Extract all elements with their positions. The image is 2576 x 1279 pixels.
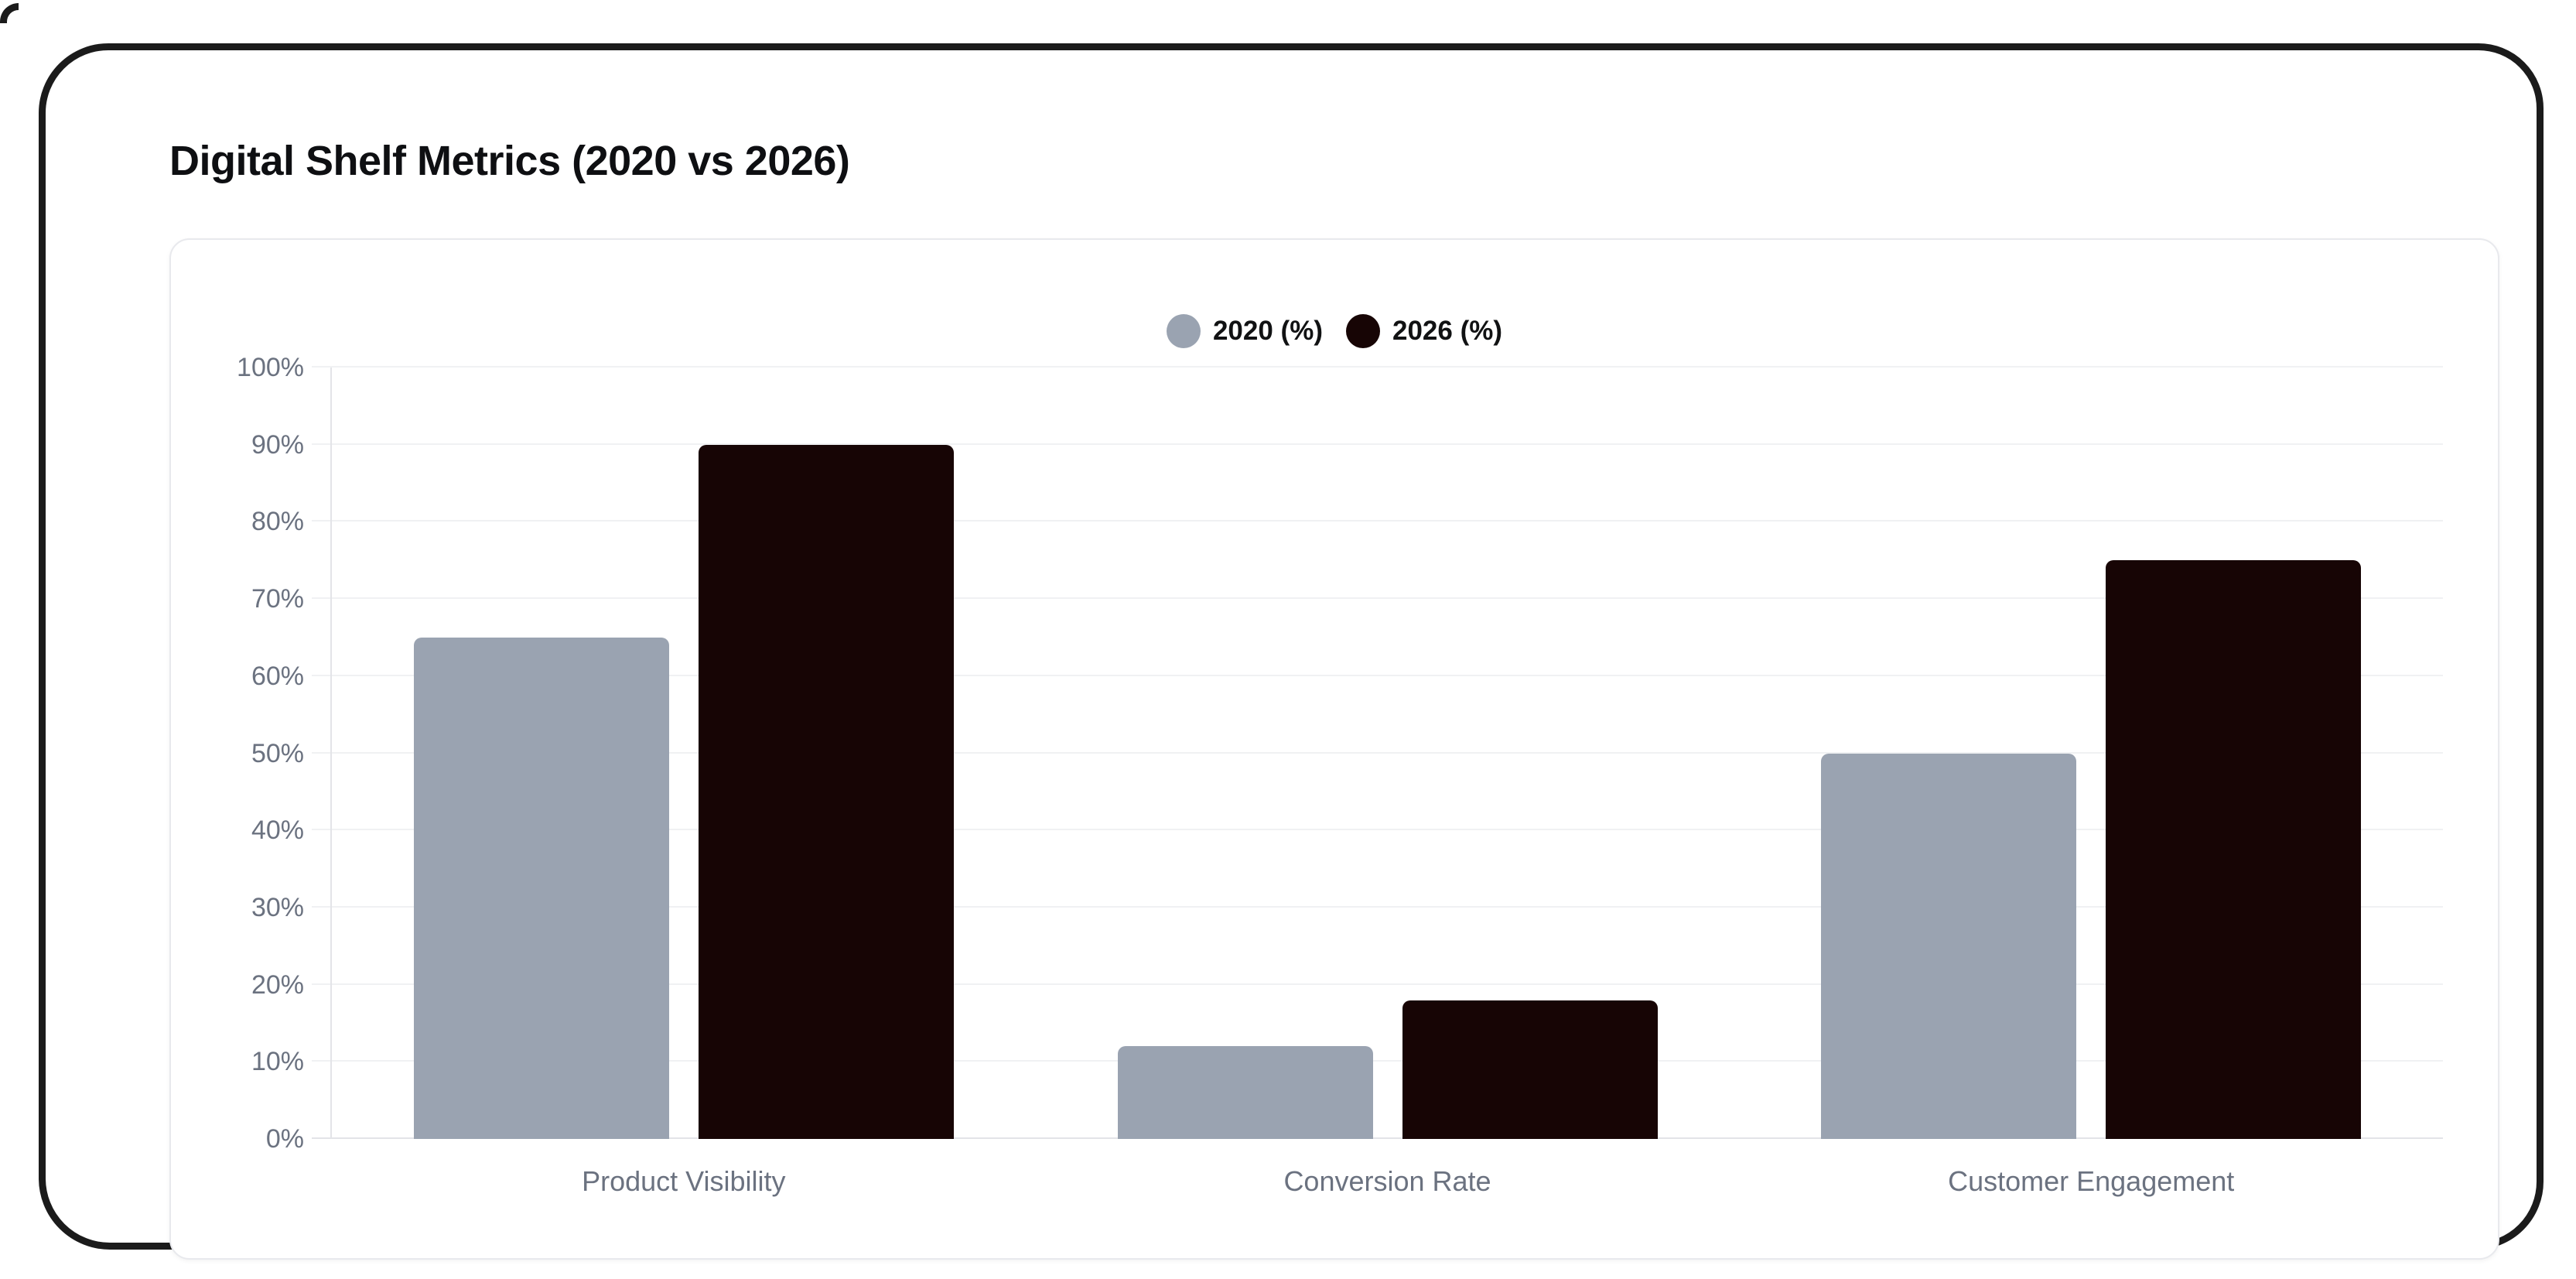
y-tick-label: 0% (265, 1124, 304, 1154)
gridline (312, 674, 2443, 676)
bar (1821, 753, 2077, 1139)
bar-group: Conversion Rate (1036, 368, 1740, 1197)
gridline (312, 520, 2443, 522)
category-label: Customer Engagement (1948, 1165, 2235, 1197)
y-tick-label: 10% (251, 1047, 304, 1077)
y-tick-label: 100% (237, 353, 304, 382)
legend-item[interactable]: 2026 (%) (1346, 314, 1502, 348)
bar (1117, 1046, 1373, 1139)
y-tick-label: 60% (251, 661, 304, 691)
legend-label: 2026 (%) (1392, 316, 1503, 346)
y-axis-line (330, 368, 332, 1139)
y-tick-label: 50% (251, 738, 304, 768)
gridline (312, 366, 2443, 368)
y-tick-label: 90% (251, 429, 304, 460)
bar-group: Customer Engagement (1739, 368, 2443, 1197)
category-label: Product Visibility (582, 1165, 786, 1197)
gridline (312, 983, 2443, 985)
y-tick-label: 20% (251, 970, 304, 1000)
y-tick-label: 70% (251, 584, 304, 614)
bar-pair (1036, 368, 1740, 1139)
chart-legend: 2020 (%) 2026 (%) (171, 314, 2498, 348)
category-label: Conversion Rate (1283, 1165, 1491, 1197)
bar (413, 637, 669, 1139)
y-tick-label: 80% (251, 507, 304, 537)
legend-swatch-icon (1346, 314, 1380, 348)
plot-area: 0% 10% 20% 30% 40% 50% 60% 70% 80% 90% 100% Produc… (237, 354, 2443, 1197)
gridline (312, 905, 2443, 908)
chart-card: 2020 (%) 2026 (%) 0% 10% 20% 30% 40% 50% 60% 70%… (169, 238, 2499, 1260)
legend-swatch-icon (1166, 314, 1201, 348)
x-axis-line (312, 1137, 2443, 1139)
bar (2106, 560, 2362, 1139)
legend-item[interactable]: 2020 (%) (1166, 314, 1323, 348)
gridline (312, 829, 2443, 831)
y-tick-label: 40% (251, 816, 304, 846)
gridline (312, 751, 2443, 754)
y-tick-label: 30% (251, 892, 304, 922)
gridline (312, 443, 2443, 445)
bar-pair (1739, 368, 2443, 1139)
bar-groups: Product Visibility Conversion Rate Custome… (332, 368, 2443, 1197)
legend-label: 2020 (%) (1212, 316, 1323, 346)
bar-pair (332, 368, 1036, 1139)
bar (698, 444, 954, 1139)
gridline (312, 597, 2443, 600)
page-title: Digital Shelf Metrics (2020 vs 2026) (169, 138, 850, 184)
outer-frame: Digital Shelf Metrics (2020 vs 2026) 202… (39, 43, 2544, 1260)
bar (1402, 1000, 1658, 1139)
bar-group: Product Visibility (332, 368, 1036, 1197)
frame-corner-mark (0, 3, 19, 23)
gridline (312, 1060, 2443, 1062)
